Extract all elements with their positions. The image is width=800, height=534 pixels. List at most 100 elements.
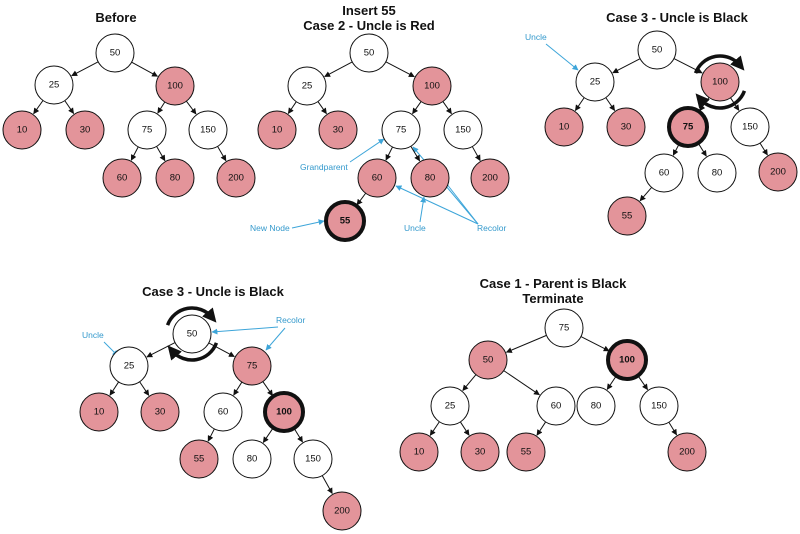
node-circle [172, 314, 212, 354]
tree-edge [356, 192, 367, 206]
tree-node-75: 75 [127, 110, 167, 150]
rotation-arrow [165, 306, 217, 326]
node-label: 10 [94, 407, 105, 418]
panel-subtitle: Terminate [522, 291, 583, 306]
node-circle [216, 158, 256, 198]
tree-node-10: 10 [399, 432, 439, 472]
tree-edge [385, 146, 393, 161]
annotation-arrow [419, 196, 427, 223]
tree-node-60: 60 [357, 158, 397, 198]
node-circle [318, 110, 358, 150]
node-label: 200 [334, 506, 350, 517]
tree-node-25: 25 [287, 66, 327, 106]
node-circle [410, 158, 450, 198]
rotation-arrow [695, 90, 747, 110]
tree-edge [233, 381, 243, 396]
tree-edge [471, 146, 481, 162]
annotation-uncle: Uncle [525, 32, 547, 42]
node-circle [430, 386, 470, 426]
tree-node-30: 30 [460, 432, 500, 472]
tree-node-150: 150 [293, 439, 333, 479]
node-circle [606, 339, 648, 381]
node-circle [257, 110, 297, 150]
node-label: 50 [364, 48, 375, 59]
tree-edge [459, 421, 470, 436]
tree-edge [207, 428, 215, 442]
node-label: 10 [272, 125, 283, 136]
node-label: 80 [247, 454, 258, 465]
tree-edge [503, 370, 540, 396]
annotation-recolor: Recolor [477, 223, 506, 233]
annotation-arrow [545, 43, 579, 71]
tree-edge [146, 342, 176, 358]
node-label: 55 [340, 216, 351, 227]
tree-node-50: 50 [349, 33, 389, 73]
node-label: 80 [170, 173, 181, 184]
case3a-annotations: Uncle [525, 32, 579, 71]
tree-edge [208, 342, 235, 358]
tree-edge [639, 187, 652, 202]
node-label: 75 [559, 323, 570, 334]
node-circle [667, 432, 707, 472]
tree-edge [317, 101, 327, 115]
tree-case2: 50 25 100 10 30 75 150 60 80 200 55 [257, 33, 510, 242]
node-label: 150 [742, 122, 758, 133]
node-circle [544, 107, 584, 147]
tree-node-30: 30 [65, 110, 105, 150]
node-circle [232, 439, 272, 479]
annotation-arrow [265, 327, 286, 351]
tree-edge [130, 146, 139, 161]
tree-edge [385, 61, 415, 78]
node-circle [293, 439, 333, 479]
node-circle [639, 386, 679, 426]
node-circle [667, 106, 709, 148]
node-circle [506, 432, 546, 472]
tree-node-75: 75 [232, 346, 272, 386]
panel-case3b: Case 3 - Uncle is Black [142, 284, 284, 299]
tree-node-200: 200 [216, 158, 256, 198]
node-circle [644, 153, 684, 193]
tree-node-200: 200 [470, 158, 510, 198]
tree-edge [71, 61, 99, 77]
tree-node-100: 100 [155, 66, 195, 106]
tree-edge [324, 61, 353, 78]
panel-title: Case 1 - Parent is Black [480, 276, 627, 291]
tree-edge [262, 381, 273, 397]
node-label: 30 [155, 407, 166, 418]
node-label: 100 [276, 407, 292, 418]
tree-node-50: 50 [95, 33, 135, 73]
tree-node-80: 80 [410, 158, 450, 198]
node-label: 55 [194, 454, 205, 465]
tree-edge [612, 58, 641, 74]
node-circle [127, 110, 167, 150]
node-label: 100 [167, 81, 183, 92]
panel-case1: Case 1 - Parent is Black Terminate [480, 276, 627, 306]
tree-node-200: 200 [758, 152, 798, 192]
panel-title: Case 3 - Uncle is Black [142, 284, 284, 299]
tree-edge [505, 334, 547, 353]
node-label: 60 [372, 173, 383, 184]
node-circle [697, 153, 737, 193]
node-circle [95, 33, 135, 73]
tree-node-60: 60 [102, 158, 142, 198]
node-circle [637, 30, 677, 70]
node-circle [381, 110, 421, 150]
node-circle [109, 346, 149, 386]
node-circle [412, 66, 452, 106]
annotation-arrow [291, 219, 325, 229]
panel-case2: Insert 55 Case 2 - Uncle is Red [303, 3, 435, 33]
tree-node-55: 55 [324, 200, 366, 242]
tree-node-80: 80 [232, 439, 272, 479]
node-label: 80 [712, 168, 723, 179]
panel-subtitle: Case 2 - Uncle is Red [303, 18, 435, 33]
node-label: 60 [117, 173, 128, 184]
tree-node-100: 100 [700, 62, 740, 102]
node-label: 55 [622, 211, 633, 222]
tree-edge [321, 475, 333, 495]
tree-edge [131, 61, 159, 77]
node-label: 80 [591, 401, 602, 412]
node-circle [34, 65, 74, 105]
node-circle [232, 346, 272, 386]
tree-node-100: 100 [412, 66, 452, 106]
